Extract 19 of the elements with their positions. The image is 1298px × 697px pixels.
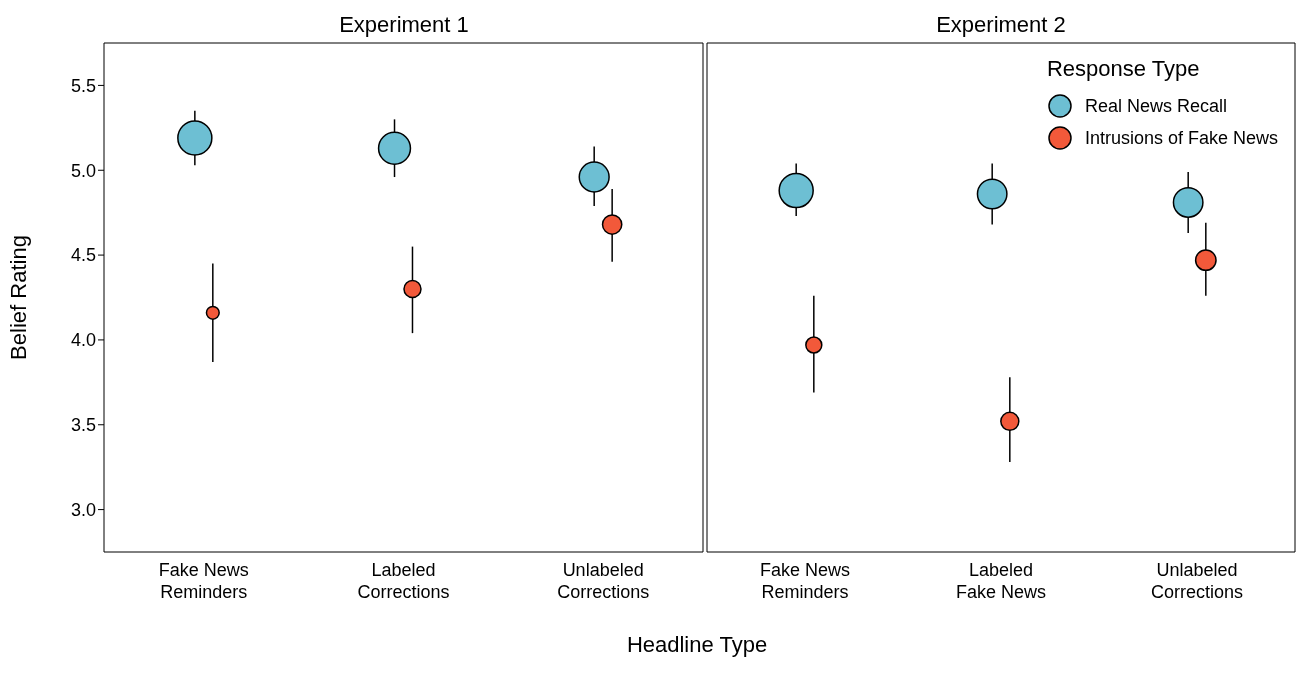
x-tick-label: Unlabeled Corrections: [557, 560, 650, 602]
y-axis-title: Belief Rating: [5, 235, 31, 360]
y-tick-label: 4.5: [70, 245, 96, 266]
legend-label: Real News Recall: [1083, 94, 1228, 118]
y-tick-label: 5.0: [70, 160, 96, 181]
y-tick-label: 3.5: [70, 415, 96, 436]
y-tick-label: 4.0: [70, 330, 96, 351]
x-tick-label: Labeled Corrections: [357, 560, 450, 602]
x-tick-label: Unlabeled Corrections: [1150, 560, 1244, 602]
y-tick-label: 5.5: [70, 75, 96, 96]
chart-title: Experiment 2: [935, 11, 1067, 39]
x-tick-label: Labeled Fake News: [955, 560, 1047, 602]
legend-title: Response Type: [1046, 56, 1201, 82]
x-axis-title: Headline Type: [625, 632, 769, 658]
chart-title: Experiment 1: [338, 11, 470, 39]
x-tick-label: Fake News Reminders: [759, 560, 851, 602]
y-tick-label: 3.0: [70, 499, 96, 520]
legend-label: Intrusions of Fake News: [1083, 126, 1278, 150]
x-tick-label: Fake News Reminders: [158, 560, 249, 602]
